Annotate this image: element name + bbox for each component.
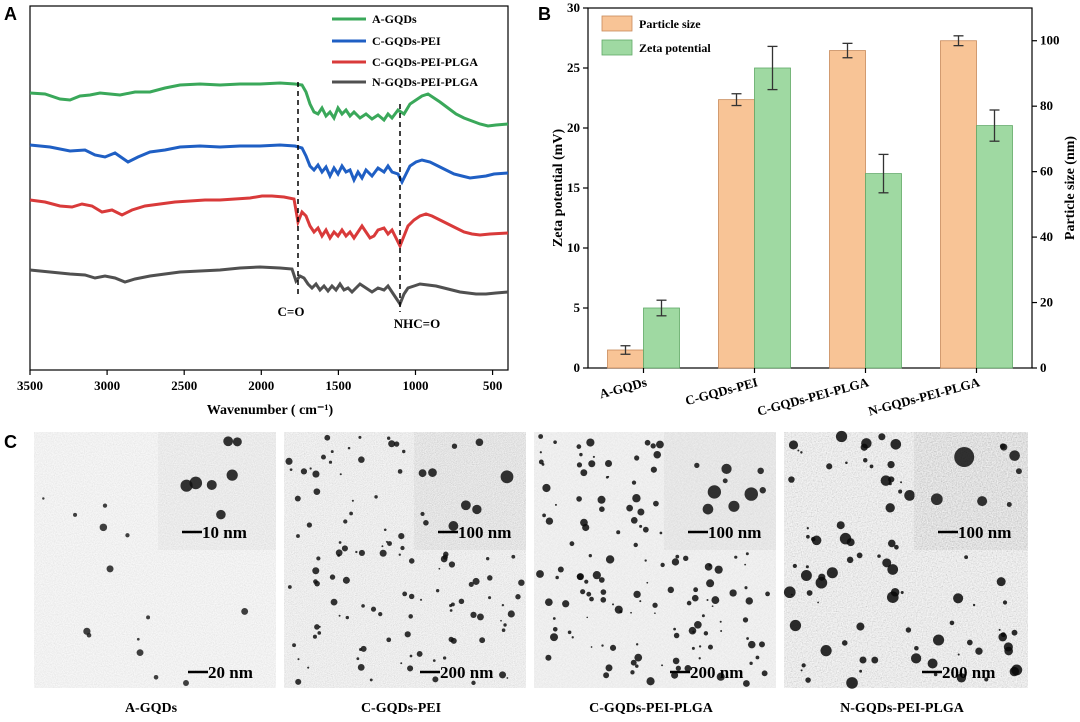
- tem-caption: C-GQDs-PEI: [361, 701, 441, 716]
- tem-inset: 100 nm: [913, 431, 1029, 551]
- tem-image-2: 100 nm 200 nm: [534, 431, 777, 688]
- bar-right-tick-label-60: 60: [1040, 164, 1053, 179]
- bar-legend-swatch-particle-size: [601, 15, 633, 32]
- ftir-x-tick-label-500: 500: [483, 378, 503, 393]
- ftir-annotation-nhco: NHC=O: [394, 316, 440, 331]
- bar-particle-size-2: [829, 50, 866, 369]
- bar-left-axis-title: Zeta potential (mV): [551, 129, 566, 248]
- bar-legend-label-zeta-potential: Zeta potential: [639, 41, 711, 55]
- errorbar-particle-size-3: [953, 35, 964, 47]
- ftir-x-tick-label-2000: 2000: [248, 378, 274, 393]
- tem-image-1: 100 nm 200 nm: [284, 431, 527, 688]
- tem-image-3: 100 nm 200 nm: [783, 430, 1029, 689]
- bar-marks: [607, 35, 1013, 369]
- tem-inset: 100 nm: [663, 431, 777, 551]
- bar-legend-label-particle-size: Particle size: [639, 17, 701, 31]
- bar-left-tick-label-15: 15: [567, 180, 581, 195]
- ftir-x-tick-label-1500: 1500: [325, 378, 351, 393]
- tem-particles: [783, 430, 1023, 689]
- ftir-line-n-gqds-pei-plga: [29, 265, 509, 308]
- bar-particle-size-1: [718, 99, 755, 369]
- ftir-annotation-co: C=O: [278, 304, 305, 319]
- bar-particle-size-3: [940, 40, 977, 369]
- tem-inset-scale-label: 100 nm: [708, 523, 761, 542]
- bar-right-tick-label-0: 0: [1040, 360, 1047, 375]
- bar-zeta-potential-0: [643, 307, 680, 369]
- bar-category-label-2: C-GQDs-PEI-PLGA: [755, 374, 870, 418]
- tem-caption: A-GQDs: [125, 701, 178, 716]
- tem-main-scale-label: 200 nm: [942, 663, 995, 682]
- errorbar-zeta-potential-3: [989, 109, 1000, 142]
- tem-inset: 100 nm: [413, 431, 527, 551]
- tem-particles: [42, 497, 249, 686]
- errorbar-particle-size-0: [620, 345, 631, 355]
- tem-inset-scale-label: 10 nm: [202, 523, 247, 542]
- bar-left-tick-label-10: 10: [567, 240, 580, 255]
- errorbar-particle-size-2: [842, 42, 853, 59]
- tem-main-scale-label: 20 nm: [208, 663, 253, 682]
- bar-right-tick-label-100: 100: [1040, 33, 1060, 48]
- ftir-x-tick-label-3000: 3000: [94, 378, 120, 393]
- tem-inset-scale-label: 100 nm: [458, 523, 511, 542]
- bar-right-tick-label-40: 40: [1040, 229, 1053, 244]
- panel-label-a: A: [4, 4, 17, 24]
- tem-inset-scale-label: 100 nm: [958, 523, 1011, 542]
- ftir-plot-frame: [29, 5, 509, 371]
- tem-image-0: 10 nm 20 nm: [34, 431, 277, 688]
- ftir-line-c-gqds-pei: [29, 143, 509, 186]
- bar-zeta-potential-1: [754, 67, 791, 369]
- bar-zeta-potential-2: [865, 173, 902, 369]
- errorbar-zeta-potential-2: [878, 153, 889, 194]
- bar-left-tick-label-25: 25: [567, 60, 581, 75]
- ftir-x-axis-title: Wavenumber ( cm⁻¹): [207, 403, 334, 418]
- bar-right-tick-label-20: 20: [1040, 295, 1053, 310]
- ftir-legend: A-GQDs C-GQDs-PEI C-GQDs-PEI-PLGA N-GQDs…: [332, 12, 478, 89]
- ftir-line-a-gqds: [29, 81, 509, 128]
- bar-category-label-1: C-GQDs-PEI: [684, 374, 760, 408]
- panel-c-tem: C 10 nm 20 nm A-GQDs 100 nm 200 nm C-GQDs-PEI…: [4, 430, 1029, 716]
- ftir-legend-label-n-gqds-pei-plga: N-GQDs-PEI-PLGA: [372, 75, 478, 89]
- bar-left-tick-label-30: 30: [567, 0, 580, 15]
- ftir-line-c-gqds-pei-plga: [29, 194, 509, 250]
- panel-a-ftir: A C=O NHC=O A-GQDs C-GQDs-PEI C-GQDs-PEI…: [4, 4, 509, 418]
- bar-legend: Particle size Zeta potential: [601, 15, 711, 56]
- errorbar-particle-size-1: [731, 93, 742, 107]
- ftir-legend-label-a-gqds: A-GQDs: [372, 12, 417, 26]
- bar-left-tick-label-5: 5: [574, 300, 581, 315]
- tem-particles: [536, 434, 770, 687]
- bar-right-axis-title: Particle size (nm): [1063, 136, 1078, 241]
- errorbar-zeta-potential-1: [767, 45, 778, 91]
- ftir-legend-label-c-gqds-pei: C-GQDs-PEI: [372, 34, 441, 48]
- bar-category-label-0: A-GQDs: [598, 374, 649, 401]
- panel-label-b: B: [538, 4, 551, 24]
- bar-zeta-potential-3: [976, 125, 1013, 369]
- bar-right-axis: 0 20 40 60 80 100: [1032, 33, 1060, 375]
- tem-particles: [285, 434, 525, 686]
- errorbar-zeta-potential-0: [656, 299, 667, 317]
- bar-left-tick-label-20: 20: [567, 120, 580, 135]
- bar-right-tick-label-80: 80: [1040, 98, 1053, 113]
- tem-main-scale-label: 200 nm: [440, 663, 493, 682]
- bar-left-axis: 0 5 10 15 20 25 30: [567, 0, 588, 375]
- bar-category-label-3: N-GQDs-PEI-PLGA: [866, 374, 981, 418]
- ftir-x-tick-label-1000: 1000: [402, 378, 428, 393]
- panel-label-c: C: [4, 432, 17, 452]
- tem-caption: N-GQDs-PEI-PLGA: [840, 701, 965, 716]
- ftir-legend-label-c-gqds-pei-plga: C-GQDs-PEI-PLGA: [372, 55, 478, 69]
- tem-inset: 10 nm: [157, 431, 277, 551]
- ftir-x-tick-label-2500: 2500: [171, 378, 197, 393]
- panel-b-bar-chart: B 0 5 10 15 20 25 30 0 20 40 60 80 100 A-GQDs C-GQDs…: [538, 0, 1078, 419]
- bar-legend-swatch-zeta-potential: [601, 39, 633, 56]
- bar-category-labels: A-GQDs C-GQDs-PEIC-GQDs-PEI-PLGAN-GQDs-PE…: [598, 368, 982, 419]
- ftir-x-tick-label-3500: 3500: [17, 378, 43, 393]
- tem-caption: C-GQDs-PEI-PLGA: [589, 701, 714, 716]
- tem-main-scale-label: 200 nm: [690, 663, 743, 682]
- bar-left-tick-label-0: 0: [574, 360, 581, 375]
- ftir-x-axis: 3500 3000 2500 2000 1500 1000 500: [17, 370, 502, 393]
